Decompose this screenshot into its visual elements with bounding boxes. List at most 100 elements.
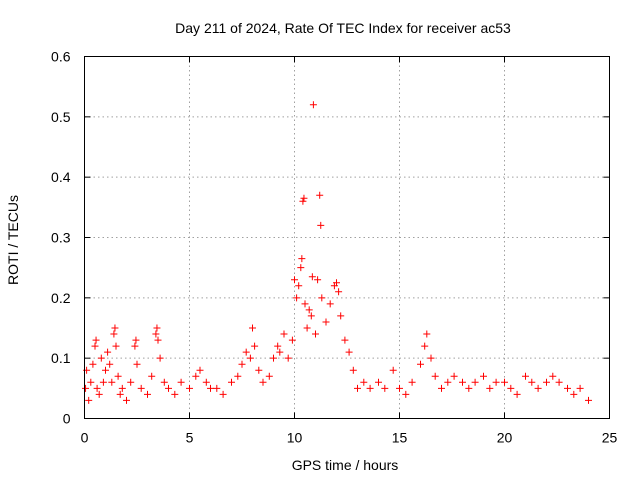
- data-point: [501, 378, 508, 386]
- data-point: [153, 324, 161, 332]
- y-tick-label: 0.2: [51, 290, 71, 306]
- data-point: [186, 384, 193, 392]
- data-point: [301, 300, 309, 308]
- data-point: [297, 264, 305, 272]
- data-point: [402, 390, 410, 398]
- data-point: [259, 378, 267, 386]
- x-tick-label: 15: [392, 430, 408, 446]
- data-point: [246, 354, 254, 362]
- data-point: [444, 378, 452, 386]
- data-point: [295, 282, 303, 290]
- grid-lines: [84, 56, 610, 419]
- data-point: [417, 360, 424, 368]
- y-tick-labels: 0 0.1 0.2 0.3 0.4 0.5 0.6: [51, 49, 71, 427]
- data-point: [564, 384, 571, 392]
- data-point: [219, 390, 227, 398]
- data-point: [91, 342, 99, 350]
- x-tick-label: 0: [81, 430, 89, 446]
- x-tick-label: 5: [186, 430, 194, 446]
- data-point: [291, 276, 298, 284]
- data-point: [154, 336, 162, 344]
- data-point: [471, 378, 479, 386]
- data-point: [274, 342, 282, 350]
- data-point: [85, 396, 93, 404]
- data-point: [156, 354, 164, 362]
- y-tick-label: 0.6: [51, 49, 71, 65]
- axis-ticks: [84, 56, 610, 419]
- y-tick-label: 0: [63, 411, 71, 427]
- data-points: [82, 101, 592, 404]
- data-point: [318, 294, 326, 302]
- data-point: [317, 221, 325, 229]
- data-point: [333, 279, 340, 287]
- data-point: [87, 378, 95, 386]
- data-point: [276, 348, 284, 356]
- data-point: [131, 342, 139, 350]
- data-point: [431, 372, 439, 380]
- data-point: [284, 354, 292, 362]
- data-point: [152, 330, 160, 338]
- data-point: [228, 378, 235, 386]
- data-point: [251, 342, 259, 350]
- data-point: [102, 366, 109, 374]
- data-point: [82, 384, 90, 392]
- data-point: [104, 348, 112, 356]
- data-point: [249, 324, 256, 332]
- y-tick-label: 0.1: [51, 350, 71, 366]
- data-point: [288, 336, 296, 344]
- x-tick-label: 10: [287, 430, 303, 446]
- data-point: [127, 378, 135, 386]
- y-tick-label: 0.5: [51, 109, 71, 125]
- data-point: [202, 378, 210, 386]
- data-point: [270, 354, 277, 362]
- data-point: [307, 312, 315, 320]
- data-point: [360, 378, 368, 386]
- data-point: [421, 342, 429, 350]
- data-point: [177, 378, 185, 386]
- data-point: [585, 396, 592, 404]
- data-point: [118, 384, 126, 392]
- data-point: [92, 336, 100, 344]
- data-point: [555, 378, 563, 386]
- data-point: [144, 390, 151, 398]
- data-point: [110, 330, 118, 338]
- data-point: [123, 396, 130, 404]
- data-point: [408, 378, 416, 386]
- data-point: [106, 360, 114, 368]
- data-point: [133, 360, 141, 368]
- data-point: [114, 372, 122, 380]
- data-point: [486, 384, 494, 392]
- data-point: [305, 306, 313, 314]
- data-point: [116, 390, 124, 398]
- data-point: [396, 384, 403, 392]
- data-point: [322, 318, 330, 326]
- data-point: [99, 378, 107, 386]
- data-point: [354, 384, 361, 392]
- data-point: [265, 372, 273, 380]
- data-point: [196, 366, 204, 374]
- data-point: [238, 360, 246, 368]
- data-point: [314, 276, 322, 284]
- data-point: [427, 354, 435, 362]
- data-point: [316, 191, 324, 199]
- data-point: [341, 336, 349, 344]
- data-point: [171, 390, 179, 398]
- x-tick-labels: 0 5 10 15 20 25: [81, 430, 618, 446]
- data-point: [132, 336, 140, 344]
- data-point: [293, 294, 301, 302]
- data-point: [507, 384, 515, 392]
- data-point: [148, 372, 156, 380]
- data-point: [242, 348, 250, 356]
- data-point: [95, 390, 103, 398]
- data-point: [213, 384, 221, 392]
- data-point: [280, 330, 288, 338]
- data-point: [570, 390, 578, 398]
- data-point: [299, 197, 307, 205]
- data-point: [549, 372, 557, 380]
- x-axis-label: GPS time / hours: [292, 457, 399, 473]
- data-point: [423, 330, 431, 338]
- data-point: [438, 384, 445, 392]
- data-point: [349, 366, 357, 374]
- x-tick-label: 20: [497, 430, 513, 446]
